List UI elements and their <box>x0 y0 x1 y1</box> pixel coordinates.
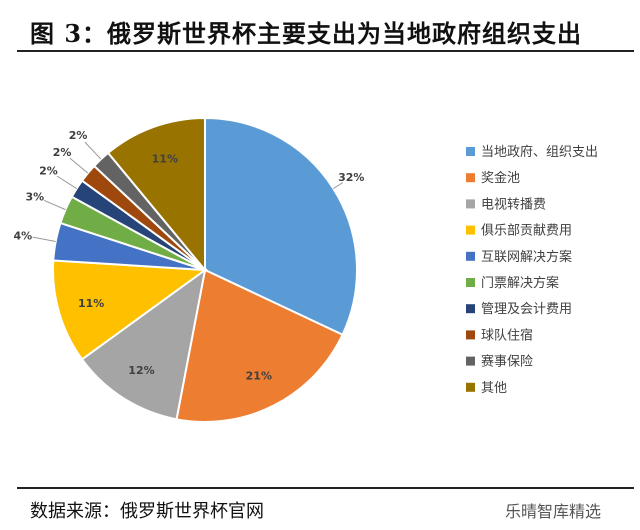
legend-swatch <box>466 147 475 156</box>
legend-swatch <box>466 173 475 183</box>
legend-swatch <box>466 225 475 235</box>
legend-item: 俱乐部贡献费用 <box>481 224 572 239</box>
leader-line <box>84 141 102 160</box>
legend-item: 当地政府、组织支出 <box>481 145 598 160</box>
pie-slice <box>106 116 206 273</box>
legend-swatch <box>466 199 475 209</box>
legend-item: 门票解决方案 <box>481 275 559 291</box>
legend-swatch <box>466 278 475 287</box>
legend-swatch <box>466 251 475 261</box>
legend-item: 奖金池 <box>481 170 520 186</box>
pie-slice <box>52 259 208 361</box>
bottom-rule <box>17 487 634 489</box>
data-label: 21% <box>246 370 272 383</box>
legend-item: 电视转播费 <box>481 197 546 212</box>
leader-line <box>56 175 77 189</box>
leader-line <box>32 236 56 243</box>
leader-line <box>43 199 66 211</box>
legend-swatch <box>466 382 475 392</box>
data-label: 11% <box>152 152 178 165</box>
data-label: 11% <box>78 297 104 310</box>
pie-slice <box>175 268 344 423</box>
legend-item: 互联网解决方案 <box>481 249 572 265</box>
figure-title: 图 3：俄罗斯世界杯主要支出为当地政府组织支出 <box>30 19 583 48</box>
legend-item: 其他 <box>481 381 507 396</box>
legend-item: 赛事保险 <box>481 354 533 370</box>
legend-item: 管理及会计费用 <box>481 302 572 317</box>
data-label: 4% <box>14 229 33 242</box>
legend-item: 球队住宿 <box>481 327 533 343</box>
source-note: 数据来源：俄罗斯世界杯官网 <box>30 501 264 522</box>
watermark: 乐晴智库精选 <box>505 502 602 521</box>
data-label: 2% <box>39 165 58 178</box>
data-label: 2% <box>69 129 88 142</box>
leader-line <box>69 157 89 174</box>
data-label: 12% <box>128 364 154 377</box>
top-rule <box>17 50 634 52</box>
data-label: 3% <box>25 190 44 203</box>
legend-swatch <box>466 304 475 314</box>
pie-slice <box>80 267 207 421</box>
legend-swatch <box>466 330 475 340</box>
legend-swatch <box>466 356 475 366</box>
data-label: 32% <box>338 171 364 184</box>
leader-line <box>333 182 344 189</box>
data-label: 2% <box>53 146 72 159</box>
pie-chart: 32% 21% 12% 11% 4% 3% 2% 2% 2% 11% 当地政府、组织支出奖金池电视转… <box>14 116 598 423</box>
